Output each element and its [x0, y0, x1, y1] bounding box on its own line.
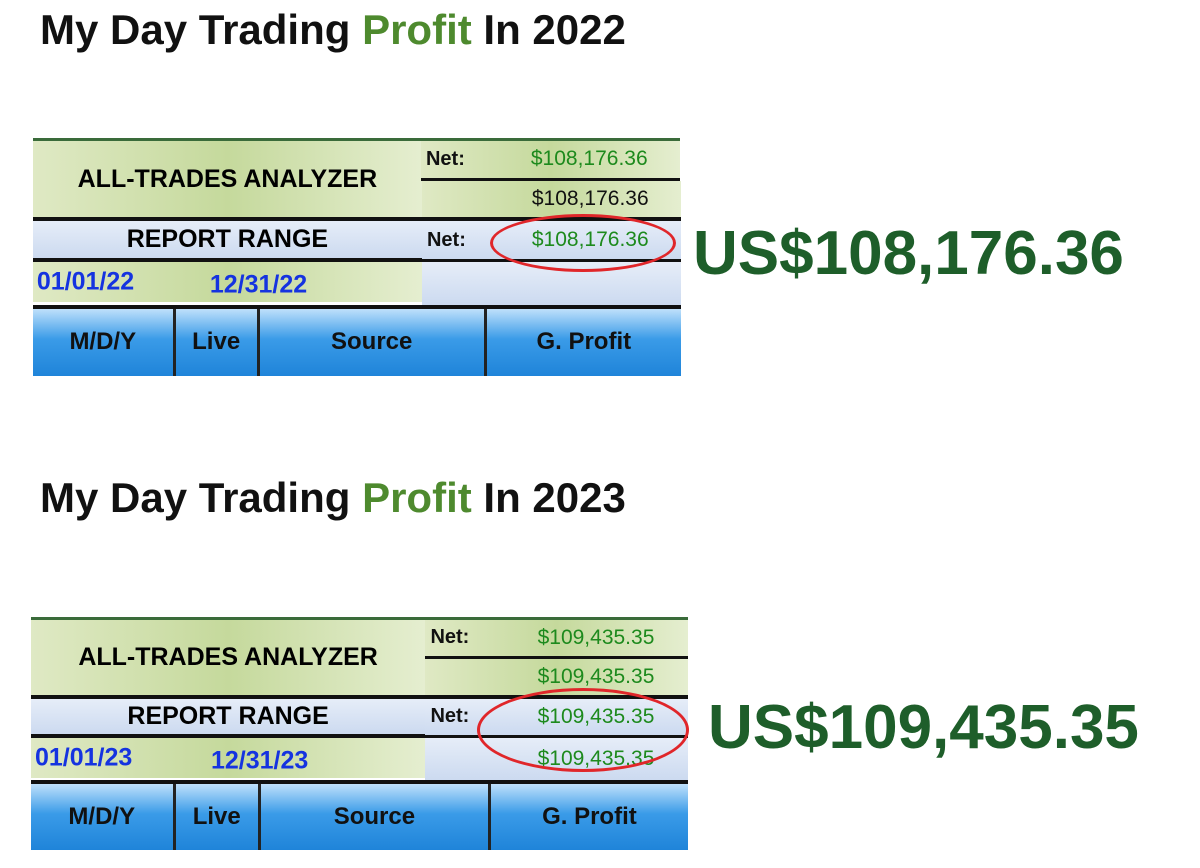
col-source[interactable]: Source — [261, 784, 491, 850]
col-live[interactable]: Live — [176, 308, 260, 376]
net-value: $108,176.36 — [531, 187, 649, 211]
net-row-1: Net: $109,435.35 — [425, 617, 688, 659]
net-label: Net: — [430, 626, 470, 649]
section-title-2023: My Day Trading Profit In 2023 — [40, 474, 626, 522]
date-range: 01/01/22 12/31/22 — [33, 261, 422, 303]
net-label: Net: — [430, 705, 470, 728]
net-row-1: Net: $108,176.36 — [420, 138, 680, 181]
table-header: M/D/Y Live Source G. Profit — [31, 780, 688, 850]
net-value: $109,435.35 — [537, 625, 655, 649]
report-range-label: REPORT RANGE — [33, 221, 422, 262]
net-label: Net: — [426, 228, 466, 251]
col-mdy[interactable]: M/D/Y — [33, 308, 176, 376]
title-highlight: Profit — [362, 474, 472, 521]
net-value: $108,176.36 — [530, 147, 648, 171]
red-circle-annotation — [477, 688, 689, 772]
title-text: In 2023 — [471, 474, 626, 521]
date-to: 12/31/23 — [210, 746, 309, 775]
section-title-2022: My Day Trading Profit In 2022 — [40, 6, 626, 54]
analyzer-panel-2022: ALL-TRADES ANALYZER Net: $108,176.36 $108… — [33, 138, 681, 376]
col-source[interactable]: Source — [260, 308, 487, 376]
red-circle-annotation — [490, 214, 676, 272]
title-text: My Day Trading — [40, 474, 363, 521]
title-text: My Day Trading — [40, 6, 363, 53]
date-range: 01/01/23 12/31/23 — [31, 738, 426, 778]
title-text: In 2022 — [471, 6, 626, 53]
highlight-amount-2023: US$109,435.35 — [708, 693, 1139, 762]
date-to: 12/31/22 — [209, 270, 308, 299]
net-value: $109,435.35 — [537, 664, 655, 688]
net-label: Net: — [425, 147, 465, 170]
date-from: 01/01/23 — [34, 743, 133, 772]
title-highlight: Profit — [362, 6, 472, 53]
analyzer-title: ALL-TRADES ANALYZER — [31, 617, 426, 699]
col-gprofit[interactable]: G. Profit — [536, 328, 632, 356]
date-from: 01/01/22 — [36, 267, 135, 296]
col-gprofit[interactable]: G. Profit — [542, 803, 637, 831]
highlight-amount-2022: US$108,176.36 — [693, 219, 1124, 288]
col-live[interactable]: Live — [176, 784, 261, 850]
col-mdy[interactable]: M/D/Y — [31, 784, 176, 850]
report-range-label: REPORT RANGE — [31, 698, 426, 739]
analyzer-title: ALL-TRADES ANALYZER — [33, 138, 422, 222]
table-header: M/D/Y Live Source G. Profit — [33, 304, 681, 376]
